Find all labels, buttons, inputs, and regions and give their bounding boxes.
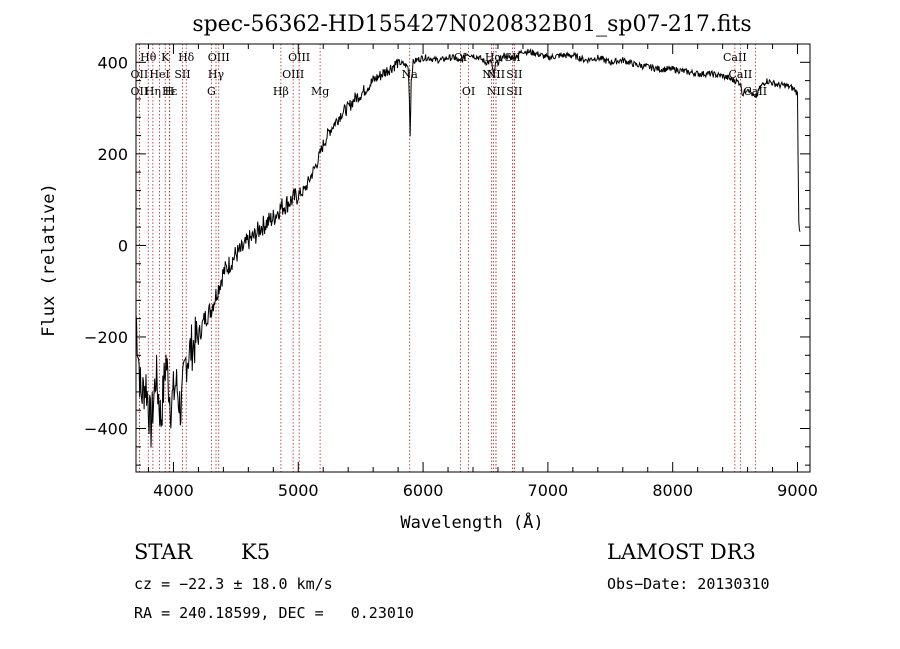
- spectral-line-label: CaII: [723, 51, 747, 64]
- y-tick-label: −200: [84, 328, 128, 347]
- x-tick-label: 8000: [652, 481, 693, 500]
- x-axis-label: Wavelength (Å): [400, 511, 543, 533]
- y-tick-label: 200: [97, 145, 128, 164]
- spectral-line-label: NII: [487, 68, 505, 81]
- x-tick-label: 7000: [528, 481, 569, 500]
- redshift-velocity: cz = −22.3 ± 18.0 km/s: [134, 575, 333, 593]
- spectral-line-label: G: [207, 85, 216, 98]
- chart-title: spec-56362-HD155427N020832B01_sp07-217.f…: [192, 12, 751, 37]
- spectral-line-label: CaII: [729, 68, 753, 81]
- object-subclass: K5: [241, 540, 271, 564]
- spectral-line-label: Hγ: [208, 68, 225, 81]
- spectral-line-label: OI: [454, 51, 467, 64]
- y-tick-label: 400: [97, 53, 128, 72]
- spectral-line-label: SII: [506, 85, 522, 98]
- spectral-line-label: OII: [131, 85, 149, 98]
- spectral-line-label: Hβ: [273, 85, 289, 98]
- spectral-line-label: OIII: [208, 51, 230, 64]
- spectral-line-label: Hε: [162, 85, 178, 98]
- spectral-line-markers: [138, 44, 756, 472]
- spectral-line-label: SII: [174, 68, 190, 81]
- x-tick-label: 4000: [153, 481, 194, 500]
- spectral-line-label: OIII: [282, 68, 304, 81]
- x-tick-label: 6000: [403, 481, 444, 500]
- spectral-line-label: Hη: [145, 85, 161, 98]
- spectral-line-label: K: [161, 51, 170, 64]
- spectral-line-label: Na: [402, 68, 419, 81]
- x-tick-label: 5000: [278, 481, 319, 500]
- spectral-line-label: HeI: [149, 68, 169, 81]
- spectral-line-label: Mg: [311, 85, 329, 98]
- spectrum-series-line: [135, 48, 801, 448]
- coordinates: RA = 240.18599, DEC = 0.23010: [134, 604, 414, 622]
- spectral-line-label: OI: [462, 85, 475, 98]
- object-class: STAR: [134, 540, 193, 564]
- spectral-line-label: OIII: [288, 51, 310, 64]
- survey-name: LAMOST DR3: [607, 540, 756, 564]
- spectral-line-label: NII: [482, 68, 500, 81]
- spectral-line-label: Hδ: [178, 51, 195, 64]
- spectral-line-label: H: [165, 85, 175, 98]
- y-axis-label: Flux (relative): [39, 183, 59, 337]
- observation-date: Obs−Date: 20130310: [607, 575, 770, 593]
- x-axis-ticks: 4000 5000 6000 7000 8000 9000: [147, 44, 818, 500]
- spectral-line-label: NII: [487, 85, 505, 98]
- y-tick-label: −400: [84, 420, 128, 439]
- y-axis-ticks: −400 −200 0 200 400: [84, 43, 810, 466]
- x-tick-label: 9000: [777, 481, 818, 500]
- spectral-line-label: SII: [506, 68, 522, 81]
- spectral-line-label: Hθ: [140, 51, 157, 64]
- spectral-line-label: CaII: [743, 85, 767, 98]
- y-tick-label: 0: [118, 236, 128, 255]
- spectral-line-label: OII: [131, 68, 149, 81]
